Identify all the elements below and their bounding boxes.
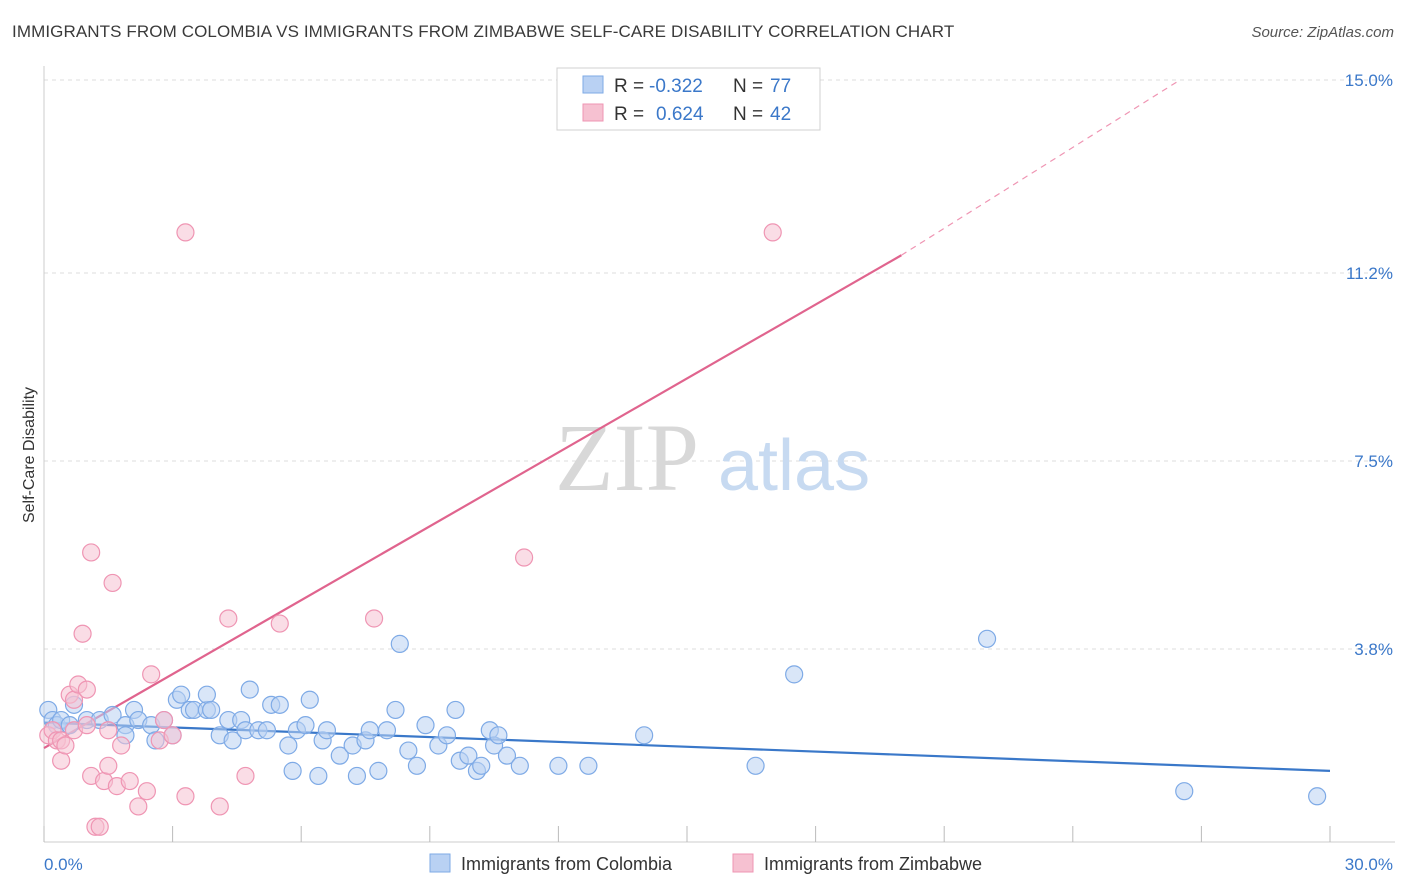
legend-colombia-swatch [429,853,451,873]
colombia-point-34 [279,736,298,755]
colombia-swatch [582,75,604,94]
zimbabwe-point-30 [176,787,195,806]
zimbabwe-point-16 [90,817,109,836]
chart-title: IMMIGRANTS FROM COLOMBIA VS IMMIGRANTS F… [12,22,955,41]
legend-n-label-2: N = [733,104,763,125]
colombia-point-33 [270,695,289,714]
colombia-point-69 [746,756,765,775]
grid-lines [44,79,1395,650]
colombia-point-58 [459,746,478,765]
zimbabwe-point-31 [176,223,195,242]
legend-zimbabwe-swatch [732,853,754,873]
zimbabwe-point-34 [236,766,255,786]
zimbabwe-point-18 [99,756,118,775]
zimbabwe-point-14 [82,543,101,562]
zimbabwe-point-20 [103,573,122,593]
zimbabwe-point-24 [129,797,148,816]
zimbabwe-point-22 [112,736,131,755]
watermark-zip: ZIP [555,404,699,511]
colombia-point-46 [360,721,379,740]
colombia-point-65 [510,756,529,775]
colombia-point-23 [202,700,221,720]
zimbabwe-trendline-extension [901,79,1181,256]
legend-n-value-1: 77 [770,76,791,97]
zimbabwe-point-29 [163,726,182,745]
zimbabwe-point-10 [73,624,92,643]
watermark-atlas: atlas [718,426,870,506]
colombia-point-67 [579,756,598,775]
y-tick-label-1: 7.5% [1354,452,1393,471]
colombia-point-72 [1175,782,1194,801]
colombia-point-29 [240,680,259,699]
legend-r-value-2: 0.624 [656,104,704,125]
legend-colombia-label: Immigrants from Colombia [461,854,673,874]
colombia-point-50 [390,634,409,653]
colombia-point-26 [223,731,242,750]
colombia-point-55 [437,726,457,745]
legend-n-label-1: N = [733,76,763,97]
colombia-point-41 [317,721,337,740]
x-tick-label-0: 0.0% [44,855,83,874]
data-points [39,223,1327,836]
colombia-point-47 [369,761,388,780]
colombia-point-60 [472,756,491,775]
legend-r-value-1: -0.322 [649,76,703,97]
y-tick-label-3: 15.0% [1345,71,1393,90]
zimbabwe-point-37 [515,548,534,567]
legend-n-value-2: 42 [770,104,791,125]
colombia-point-22 [197,685,216,704]
colombia-point-18 [172,685,191,704]
colombia-point-71 [977,629,997,648]
legend-r-label-2: R = [614,104,644,125]
zimbabwe-point-38 [763,223,782,242]
zimbabwe-point-25 [137,782,156,801]
colombia-point-39 [309,766,328,786]
x-tick-label-1: 30.0% [1345,855,1393,874]
y-tick-labels: 3.8% 7.5% 11.2% 15.0% [1345,71,1393,659]
zimbabwe-point-33 [219,609,238,628]
colombia-point-38 [300,690,319,709]
colombia-point-31 [257,721,277,740]
colombia-point-52 [407,756,427,775]
y-axis-label: Self-Care Disability [21,387,38,523]
source-label: Source: ZipAtlas.com [1251,24,1394,41]
colombia-point-70 [785,665,804,684]
colombia-point-42 [330,746,349,765]
x-tick-labels: 0.0% 30.0% [44,855,1393,874]
series-legend: Immigrants from Colombia Immigrants from… [429,853,982,874]
zimbabwe-point-36 [364,609,384,628]
zimbabwe-swatch [582,103,604,122]
y-tick-label-0: 3.8% [1354,640,1393,659]
zimbabwe-point-4 [52,751,71,770]
zimbabwe-trendline [43,254,902,749]
stats-legend: R = -0.322 N = 77 R = 0.624 N = 42 [556,67,821,131]
colombia-point-53 [416,716,435,735]
colombia-point-49 [386,700,405,720]
colombia-point-37 [296,716,315,735]
y-tick-label-2: 11.2% [1346,264,1393,283]
colombia-point-63 [489,726,508,745]
zimbabwe-point-12 [77,716,96,735]
colombia-point-73 [1308,787,1327,806]
zimbabwe-point-32 [210,797,229,816]
legend-zimbabwe-label: Immigrants from Zimbabwe [764,854,982,874]
zimbabwe-point-35 [270,614,289,633]
colombia-point-66 [549,756,568,775]
zimbabwe-point-23 [120,771,139,791]
zimbabwe-point-28 [154,710,174,730]
zimbabwe-point-11 [77,680,96,699]
colombia-point-51 [399,741,418,760]
watermark: ZIP atlas [555,404,870,511]
colombia-point-35 [283,761,302,780]
zimbabwe-point-19 [99,721,118,740]
colombia-point-56 [446,700,465,720]
colombia-point-64 [497,746,517,765]
legend-r-label-1: R = [614,76,644,97]
zimbabwe-point-26 [142,665,161,684]
colombia-point-68 [635,726,654,745]
colombia-point-48 [377,721,397,740]
zimbabwe-point-5 [56,736,75,755]
colombia-point-44 [347,766,367,786]
